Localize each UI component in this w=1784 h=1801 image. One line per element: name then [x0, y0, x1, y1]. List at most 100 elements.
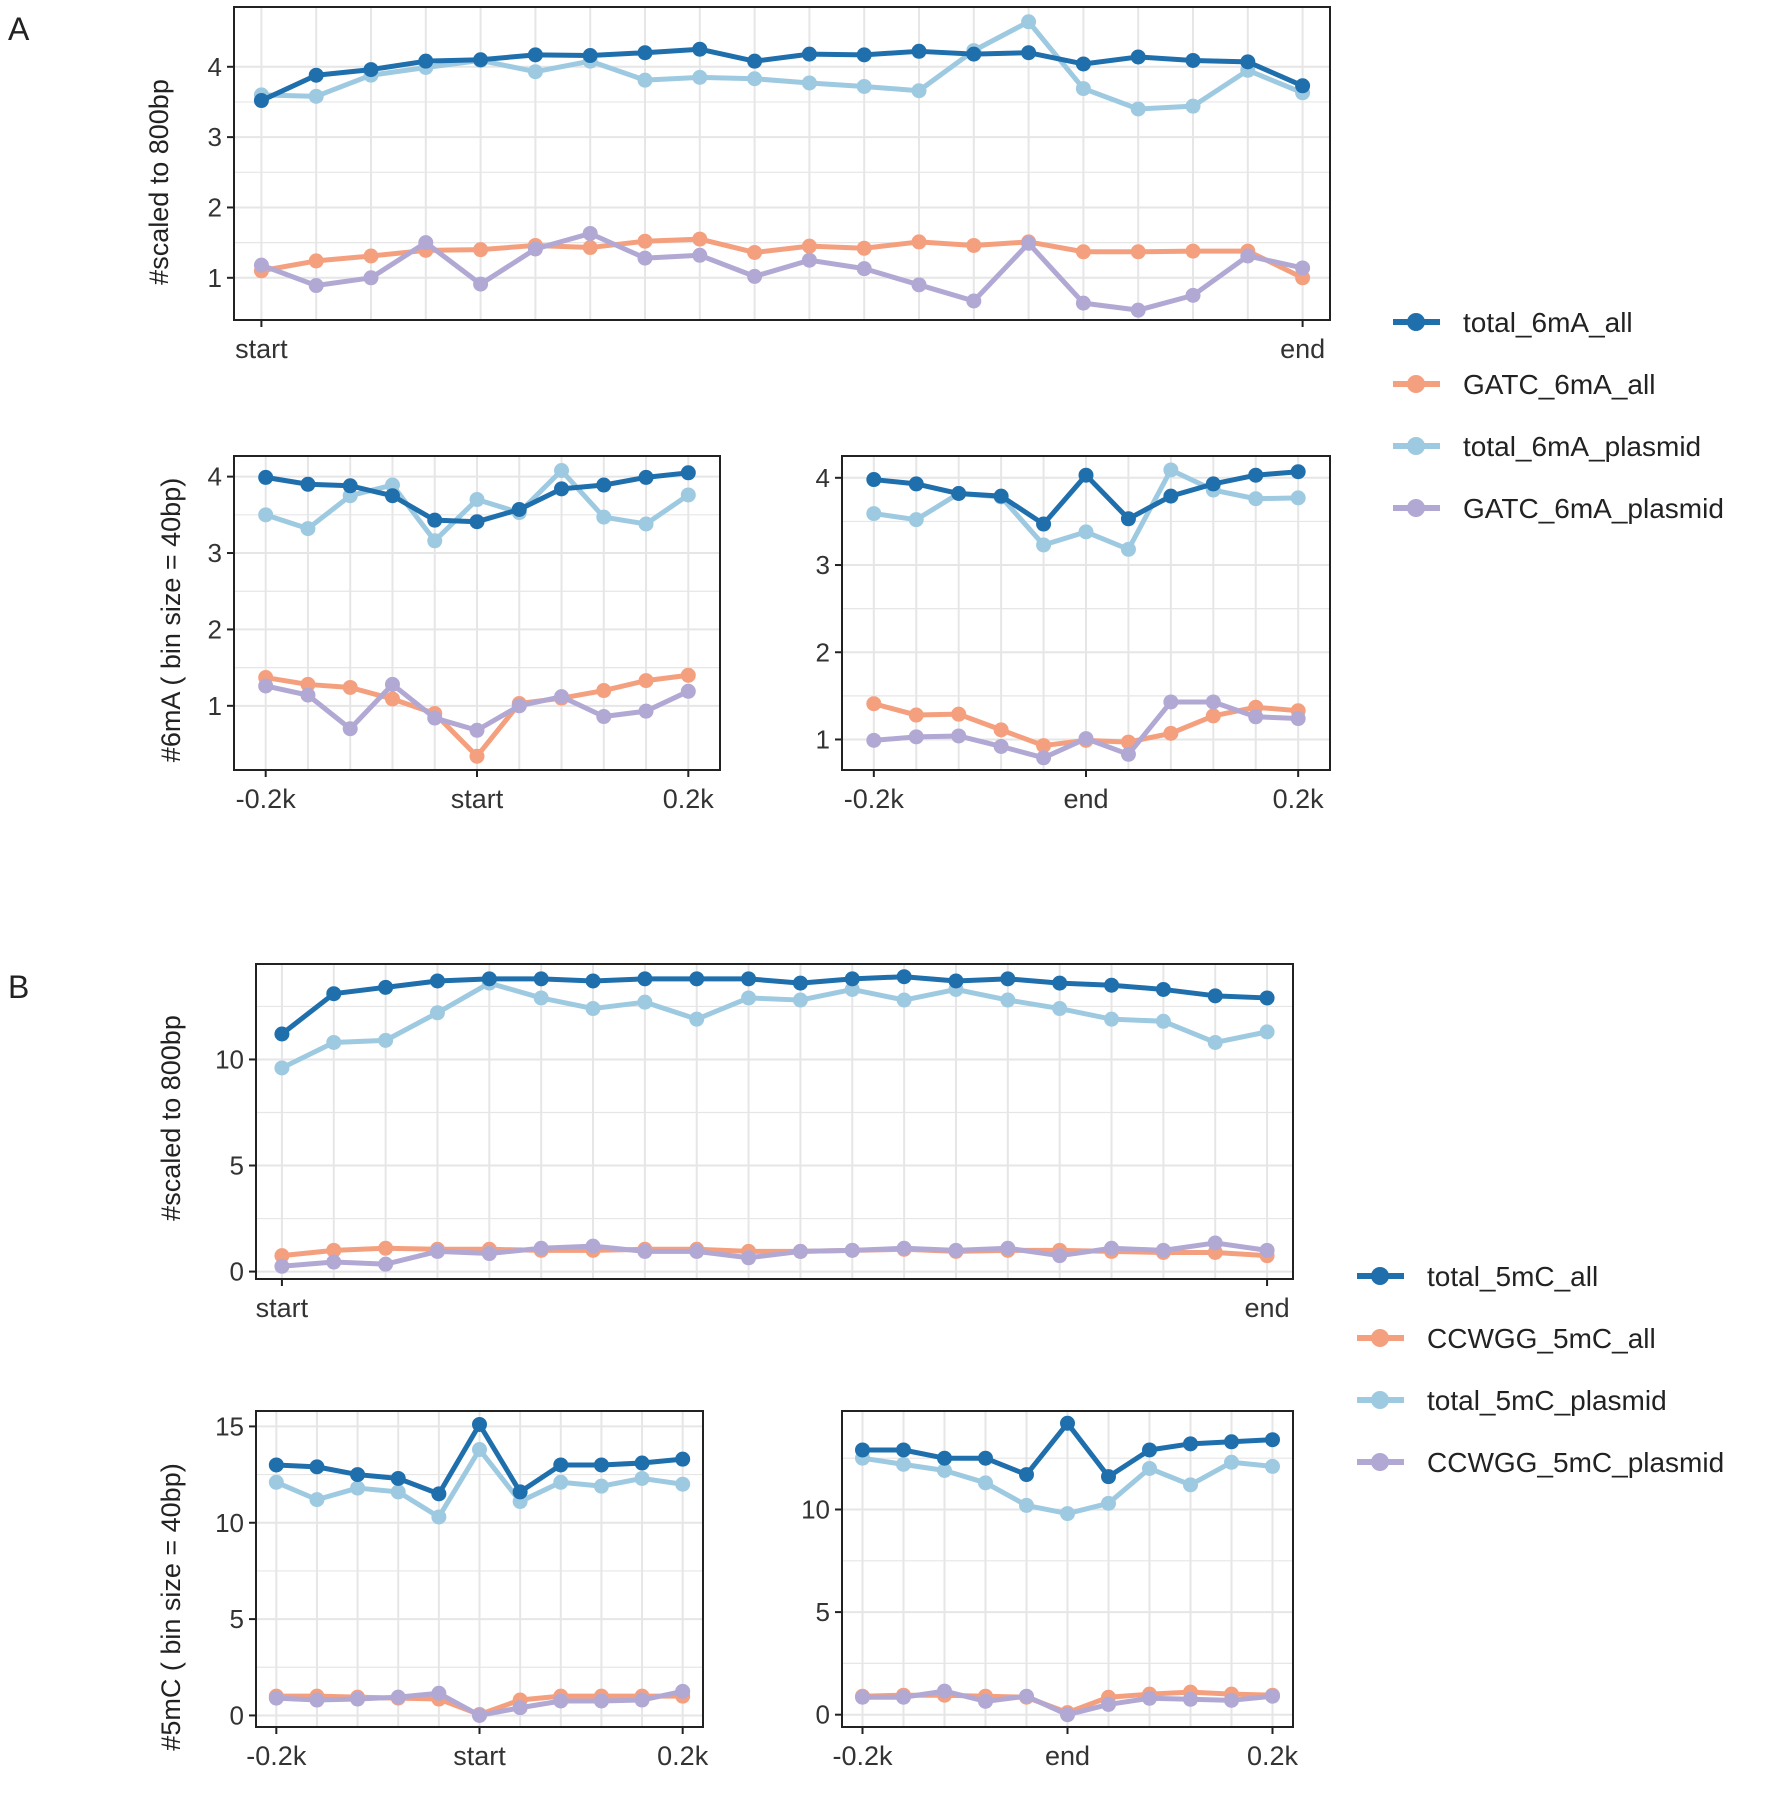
data-point-total_6mA_all	[427, 512, 443, 528]
plot-b-end: 0 5 10 -0.2k end 0.2k	[801, 1410, 1299, 1771]
data-point-total_5mC_plasmid	[637, 994, 653, 1010]
data-point-total_5mC_all	[637, 971, 653, 987]
y-tick-label: 2	[816, 637, 830, 667]
data-point-CCWGG_5mC_plasmid	[896, 1689, 911, 1705]
data-point-GATC_6mA_plasmid	[692, 247, 708, 263]
legend-swatch-point	[1407, 499, 1425, 517]
x-tick-label: 0.2k	[663, 784, 715, 814]
data-point-total_5mC_all	[1101, 1469, 1116, 1485]
data-point-CCWGG_5mC_plasmid	[309, 1692, 325, 1708]
data-point-CCWGG_5mC_plasmid	[326, 1254, 342, 1270]
data-point-CCWGG_5mC_plasmid	[378, 1256, 394, 1272]
data-point-total_6mA_plasmid	[856, 78, 872, 94]
legend-swatch-point	[1407, 313, 1425, 331]
data-point-total_5mC_plasmid	[593, 1478, 609, 1494]
y-tick-label: 4	[816, 463, 830, 493]
y-tick-label: 1	[208, 263, 222, 293]
data-point-GATC_6mA_all	[469, 748, 485, 764]
data-point-total_5mC_plasmid	[844, 981, 860, 997]
data-point-total_5mC_all	[585, 973, 601, 989]
data-point-GATC_6mA_all	[866, 696, 882, 712]
data-point-total_5mC_all	[1142, 1442, 1157, 1458]
data-point-GATC_6mA_plasmid	[1078, 731, 1094, 747]
data-point-total_5mC_plasmid	[1183, 1477, 1198, 1493]
data-point-total_5mC_plasmid	[792, 992, 808, 1008]
data-point-total_6mA_all	[1295, 78, 1311, 94]
data-point-total_5mC_plasmid	[1224, 1454, 1239, 1470]
x-tick-label: start	[451, 784, 504, 814]
series-line-total_5mC_all	[280, 974, 1268, 1036]
data-point-total_6mA_all	[253, 93, 269, 109]
data-point-total_5mC_all	[274, 1026, 290, 1042]
data-point-CCWGG_5mC_plasmid	[1155, 1242, 1171, 1258]
data-point-GATC_6mA_all	[801, 238, 817, 254]
data-point-total_5mC_plasmid	[533, 990, 549, 1006]
data-point-total_5mC_plasmid	[390, 1484, 406, 1500]
data-point-CCWGG_5mC_plasmid	[1019, 1688, 1034, 1704]
data-point-GATC_6mA_all	[363, 248, 379, 264]
data-point-total_6mA_plasmid	[908, 512, 924, 528]
data-point-CCWGG_5mC_plasmid	[1207, 1235, 1223, 1251]
data-point-GATC_6mA_plasmid	[951, 728, 967, 744]
legend-swatch-point	[1407, 437, 1425, 455]
data-point-total_5mC_plasmid	[553, 1474, 569, 1490]
data-point-GATC_6mA_plasmid	[1295, 260, 1311, 276]
data-point-GATC_6mA_all	[473, 242, 489, 258]
y-tick-label: 10	[215, 1044, 244, 1074]
data-point-GATC_6mA_all	[308, 253, 324, 269]
legend-label: GATC_6mA_all	[1463, 369, 1655, 400]
panel-border	[233, 6, 1331, 321]
legend-b-item: total_5mC_all	[1357, 1261, 1598, 1292]
data-point-GATC_6mA_all	[1185, 243, 1201, 259]
data-point-GATC_6mA_all	[1130, 244, 1146, 260]
data-point-total_5mC_plasmid	[1052, 1001, 1068, 1017]
legend-label: CCWGG_5mC_all	[1427, 1323, 1656, 1354]
data-point-CCWGG_5mC_plasmid	[553, 1693, 569, 1709]
y-tick-label: 3	[208, 538, 222, 568]
data-point-total_6mA_all	[308, 67, 324, 83]
legend-label: GATC_6mA_plasmid	[1463, 493, 1724, 524]
data-point-CCWGG_5mC_plasmid	[1060, 1707, 1075, 1723]
data-point-total_5mC_all	[390, 1470, 406, 1486]
x-tick-label: -0.2k	[246, 1741, 307, 1771]
data-point-total_5mC_plasmid	[274, 1060, 290, 1076]
data-point-total_6mA_all	[511, 501, 527, 517]
data-point-total_6mA_all	[342, 478, 358, 494]
data-point-CCWGG_5mC_plasmid	[937, 1683, 952, 1699]
data-point-total_6mA_all	[951, 486, 967, 502]
data-point-total_6mA_all	[747, 53, 763, 69]
data-point-total_5mC_all	[512, 1484, 528, 1500]
data-point-CCWGG_5mC_plasmid	[1104, 1240, 1120, 1256]
data-point-total_6mA_all	[1248, 467, 1264, 483]
series-line-CCWGG_5mC_plasmid	[281, 1240, 1268, 1269]
data-point-CCWGG_5mC_plasmid	[978, 1693, 993, 1709]
data-point-total_5mC_all	[1207, 988, 1223, 1004]
data-point-GATC_6mA_plasmid	[363, 270, 379, 286]
data-point-total_6mA_all	[258, 469, 274, 485]
data-point-CCWGG_5mC_plasmid	[855, 1689, 870, 1705]
y-tick-label: 1	[816, 724, 830, 754]
data-point-GATC_6mA_all	[1075, 244, 1091, 260]
data-point-total_6mA_all	[993, 488, 1009, 504]
legend-b: total_5mC_all CCWGG_5mC_all total_5mC_pl…	[1357, 1261, 1724, 1478]
data-point-CCWGG_5mC_plasmid	[637, 1243, 653, 1259]
data-point-total_6mA_all	[908, 476, 924, 492]
y-tick-label: 3	[208, 122, 222, 152]
data-point-GATC_6mA_all	[908, 707, 924, 723]
data-point-total_5mC_all	[741, 971, 757, 987]
data-point-total_6mA_all	[1163, 488, 1179, 504]
y-tick-label: 10	[801, 1494, 830, 1524]
y-tick-label: 1	[208, 691, 222, 721]
x-tick-label: end	[1045, 1741, 1090, 1771]
data-point-total_5mC_plasmid	[378, 1032, 394, 1048]
data-point-total_6mA_plasmid	[527, 64, 543, 80]
data-point-total_5mC_plasmid	[326, 1034, 342, 1050]
data-point-GATC_6mA_all	[342, 679, 358, 695]
data-point-total_6mA_all	[866, 472, 882, 488]
data-point-total_5mC_all	[1104, 977, 1120, 993]
y-tick-label: 4	[208, 52, 222, 82]
data-point-total_5mC_plasmid	[1207, 1034, 1223, 1050]
data-point-total_6mA_all	[1078, 467, 1094, 483]
legend-swatch-point	[1371, 1267, 1389, 1285]
